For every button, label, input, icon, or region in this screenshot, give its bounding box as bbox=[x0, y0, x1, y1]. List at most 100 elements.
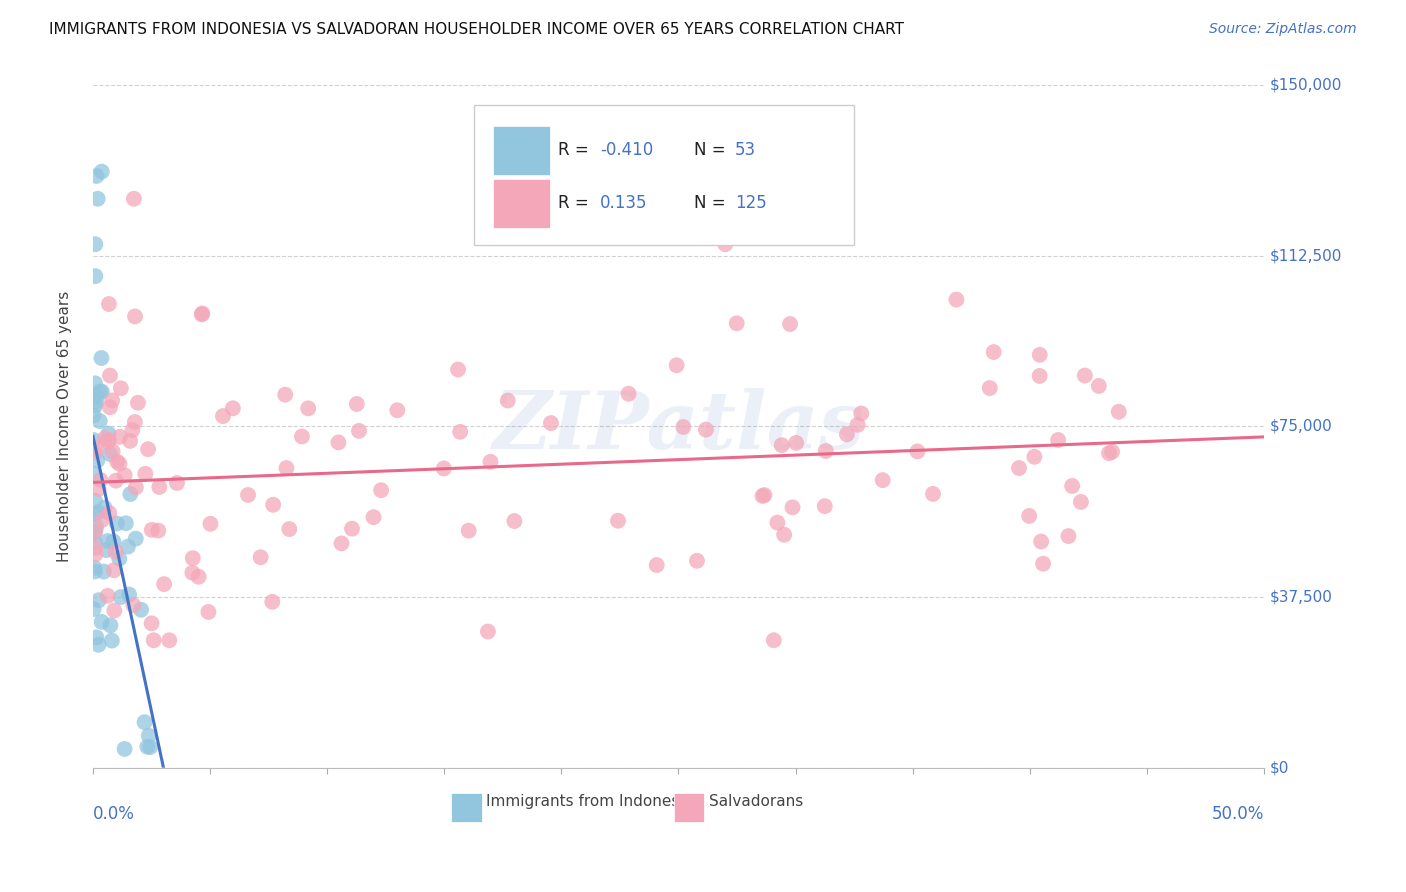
Point bbox=[114, 468, 136, 483]
Point bbox=[222, 401, 245, 416]
Point bbox=[84, 395, 107, 409]
Point bbox=[1032, 557, 1054, 571]
Point bbox=[1098, 446, 1121, 460]
Text: $0: $0 bbox=[1270, 760, 1289, 775]
Point bbox=[110, 381, 132, 395]
Point bbox=[212, 409, 235, 423]
Point bbox=[782, 500, 804, 515]
Point bbox=[181, 551, 204, 566]
Point bbox=[1057, 529, 1080, 543]
Text: Salvadorans: Salvadorans bbox=[709, 795, 803, 809]
Point bbox=[846, 417, 869, 432]
Text: 53: 53 bbox=[735, 141, 756, 159]
Point bbox=[108, 457, 131, 471]
Point bbox=[785, 436, 807, 450]
Point bbox=[278, 522, 301, 536]
Text: -0.410: -0.410 bbox=[600, 141, 654, 159]
Point bbox=[86, 192, 108, 206]
Text: $75,000: $75,000 bbox=[1270, 419, 1333, 434]
Point bbox=[97, 434, 120, 449]
Text: IMMIGRANTS FROM INDONESIA VS SALVADORAN HOUSEHOLDER INCOME OVER 65 YEARS CORRELA: IMMIGRANTS FROM INDONESIA VS SALVADORAN … bbox=[49, 22, 904, 37]
Point bbox=[110, 590, 132, 604]
Point bbox=[922, 487, 945, 501]
Point bbox=[138, 729, 160, 743]
Point bbox=[297, 401, 319, 416]
Y-axis label: Householder Income Over 65 years: Householder Income Over 65 years bbox=[58, 291, 72, 562]
Point bbox=[94, 431, 117, 445]
Point bbox=[770, 438, 793, 452]
Point bbox=[101, 633, 124, 648]
Point bbox=[84, 524, 107, 538]
Text: $150,000: $150,000 bbox=[1270, 78, 1343, 93]
Point bbox=[84, 237, 107, 252]
Point bbox=[773, 527, 796, 541]
Point bbox=[1047, 433, 1070, 447]
FancyBboxPatch shape bbox=[494, 178, 550, 227]
Point bbox=[104, 545, 127, 559]
Point bbox=[87, 505, 110, 519]
FancyBboxPatch shape bbox=[673, 793, 704, 822]
FancyBboxPatch shape bbox=[474, 105, 853, 245]
Point bbox=[93, 500, 115, 515]
Point bbox=[89, 384, 111, 399]
Point bbox=[136, 442, 159, 457]
Point bbox=[236, 488, 259, 502]
Point bbox=[190, 307, 212, 321]
Point bbox=[87, 593, 110, 607]
Point bbox=[124, 415, 146, 429]
Point bbox=[134, 715, 156, 730]
Point bbox=[762, 633, 785, 648]
Point bbox=[503, 514, 526, 528]
Point bbox=[98, 434, 121, 448]
FancyBboxPatch shape bbox=[494, 126, 550, 175]
Point bbox=[105, 516, 128, 531]
Point bbox=[607, 514, 630, 528]
Point bbox=[83, 565, 105, 579]
Point bbox=[907, 444, 929, 458]
Point bbox=[83, 493, 105, 508]
Point bbox=[84, 445, 107, 459]
Point bbox=[89, 414, 111, 428]
Point bbox=[83, 525, 105, 540]
Point bbox=[153, 577, 176, 591]
Point bbox=[1108, 405, 1130, 419]
Point bbox=[125, 480, 148, 494]
Point bbox=[122, 598, 145, 612]
Point bbox=[139, 740, 162, 755]
Point bbox=[387, 403, 409, 417]
Point bbox=[835, 427, 858, 442]
Point bbox=[91, 513, 114, 527]
Text: 50.0%: 50.0% bbox=[1212, 805, 1264, 823]
Point bbox=[672, 420, 695, 434]
Point bbox=[104, 474, 127, 488]
Point bbox=[84, 376, 107, 391]
Text: $112,500: $112,500 bbox=[1270, 248, 1343, 263]
Point bbox=[141, 523, 163, 537]
Point bbox=[83, 561, 105, 575]
Point bbox=[197, 605, 219, 619]
Point bbox=[477, 624, 499, 639]
Point bbox=[120, 487, 142, 501]
Point bbox=[274, 387, 297, 401]
Point bbox=[83, 508, 105, 522]
Point bbox=[540, 416, 562, 430]
Point bbox=[346, 397, 368, 411]
Point bbox=[101, 444, 124, 458]
Point bbox=[103, 563, 125, 577]
Point bbox=[114, 742, 136, 756]
Point bbox=[1018, 508, 1040, 523]
Point bbox=[695, 423, 717, 437]
Point bbox=[617, 386, 640, 401]
Point bbox=[447, 362, 470, 376]
Point bbox=[86, 631, 108, 645]
Point bbox=[90, 384, 112, 399]
Text: Source: ZipAtlas.com: Source: ZipAtlas.com bbox=[1209, 22, 1357, 37]
Text: R =: R = bbox=[558, 194, 593, 212]
Point bbox=[84, 441, 107, 455]
Point bbox=[166, 475, 188, 490]
Point bbox=[97, 426, 120, 441]
Point bbox=[363, 510, 385, 524]
Point bbox=[83, 467, 105, 481]
Point bbox=[98, 447, 121, 461]
Point bbox=[1070, 495, 1092, 509]
